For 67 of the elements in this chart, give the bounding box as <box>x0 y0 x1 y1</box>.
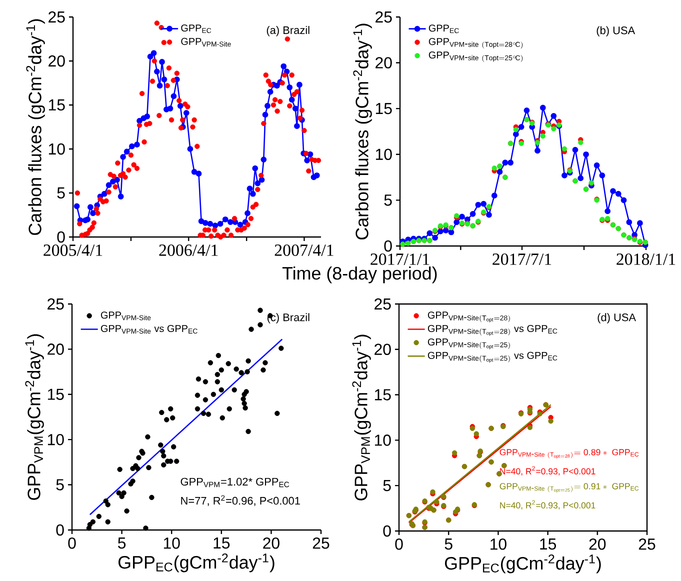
y-tick-label: 0 <box>57 231 65 243</box>
legend-label: $\mathrm{GPP}_{\mathrm{VPM\textrm{-}Site(T_{opt}=28)}}\ \mathrm{vs\ GPP}_{\mathrm{EC}}$ <box>428 325 558 336</box>
y-tick-label: 15 <box>48 99 65 111</box>
y-tick-label: 15 <box>374 389 391 400</box>
y-tick-label: 10 <box>374 434 391 446</box>
y-tick-label: 25 <box>374 298 391 310</box>
x-tick-label: 0 <box>68 538 76 549</box>
annotation: N=40, R$^{2}$=0.93, P<0.001 <box>500 500 596 510</box>
legend-label: $\mathrm{GPP}_{\mathrm{VPM\textrm{-}site\ (Topt=28^{\circ}\!C)}}$ <box>428 38 523 49</box>
y-tick-label: 25 <box>376 11 392 23</box>
legend-label: GPP$_{EC}$ <box>181 24 212 33</box>
x-tick-label: 25 <box>312 538 330 549</box>
x-tick-label: 20 <box>263 538 280 549</box>
x-tick-label: 25 <box>638 538 656 550</box>
legend-label: $\mathrm{GPP}_{\mathrm{VPM\textrm{-}site\ (Topt=25^{\circ}\!C)}}$ <box>428 51 523 62</box>
legend-label: GPP$_{VPM-Site}$ <box>100 312 151 320</box>
y-axis-title: Carbon fluxes (gCm$^{-2}$day$^{-1}$) <box>353 24 372 240</box>
text: (b) USA <box>596 26 636 36</box>
y-tick-label: 5 <box>57 187 65 199</box>
x-tick-label: 0 <box>395 538 403 550</box>
legend-label: GPP$_{VPM-Site}$ <box>181 38 231 47</box>
x-tick-label: 2007/4/1 <box>274 244 334 256</box>
x-tick-label: 10 <box>490 538 506 550</box>
y-tick-label: 20 <box>48 344 64 355</box>
y-tick-label: 10 <box>376 148 392 160</box>
x-tick-label: 15 <box>214 538 230 549</box>
y-tick-label: 5 <box>383 480 391 492</box>
y-axis-title: Carbon fluxes (gCm$^{-2}$day$^{-1}$) <box>26 19 45 235</box>
y-tick-label: 15 <box>48 388 64 400</box>
y-axis-title: GPP$_{VPM}$(gCm$^{-2}$day$^{-1}$) <box>352 334 371 500</box>
y-tick-label: 20 <box>48 55 65 67</box>
x-tick-label: 10 <box>164 538 180 549</box>
annotation: GPP$_{VPM}$=1.02* GPP$_{EC}$ <box>180 478 290 488</box>
x-tick-label: 2018/1/1 <box>616 254 676 265</box>
annotation: N=77, R$^{2}$=0.96, P<0.001 <box>181 495 300 506</box>
annotation: $\mathrm{GPP}_{\mathrm{VPM\textrm{-}Site\ (T_{opt=28})}}\mathrm{=0.89*\ GPP}_{\mathrm{EC}}$ <box>500 449 639 459</box>
x-tick-label: 2005/4/1 <box>44 244 102 256</box>
y-tick-label: 5 <box>56 479 64 490</box>
x-tick-label: 5 <box>118 538 126 549</box>
y-tick-label: 20 <box>374 344 391 356</box>
x-tick-label: 2006/4/1 <box>159 244 218 256</box>
x-axis-title: Time (8-day period) <box>282 266 437 284</box>
y-tick-label: 10 <box>48 143 65 155</box>
text: (a) Brazil <box>266 26 310 36</box>
x-tick-label: 15 <box>540 538 556 550</box>
x-tick-label: 2017/1/1 <box>370 254 430 265</box>
y-tick-label: 15 <box>376 103 392 114</box>
text: (d) USA <box>598 313 636 324</box>
annotation: $\mathrm{GPP}_{\mathrm{VPM\textrm{-}Site\ (T_{opt=25})}}\mathrm{=0.91*\ GPP}_{\mathrm{EC}}$ <box>500 483 639 493</box>
x-tick-label: 5 <box>444 538 452 550</box>
legend-label: $\mathrm{GPP}_{\mathrm{VPM\textrm{-}Site(T_{opt}=25)}}$ <box>428 338 510 350</box>
x-tick-label: 2017/7/1 <box>492 254 552 265</box>
y-axis-title: GPP$_{VPM}$(gCm$^{-2}$day$^{-1}$) <box>25 334 44 500</box>
x-tick-label: 20 <box>589 538 606 550</box>
y-tick-label: 10 <box>48 434 64 446</box>
y-tick-label: 5 <box>384 194 392 206</box>
y-tick-label: 25 <box>48 298 64 310</box>
x-axis-title: GPP$_{EC}$(gCm$^{-2}$day$^{-1}$) <box>118 554 274 572</box>
y-tick-label: 25 <box>48 11 65 23</box>
y-tick-label: 20 <box>376 57 392 68</box>
legend-label: GPP$_{VPM-Site}$ vs GPP$_{EC}$ <box>100 324 198 334</box>
legend-label: $\mathrm{GPP}_{\mathrm{VPM\textrm{-}Site(T_{opt}=25)}}\ \mathrm{vs\ GPP}_{\mathrm{EC}}$ <box>428 352 558 363</box>
y-tick-label: 0 <box>383 525 391 537</box>
legend-label: $\mathrm{GPP}_{\mathrm{VPM\textrm{-}Site(T_{opt}=28)}}$ <box>428 312 510 322</box>
legend-label: GPP$_{EC}$ <box>428 24 459 34</box>
y-tick-label: 0 <box>56 524 64 536</box>
x-axis-title: GPP$_{EC}$(gCm$^{-2}$day$^{-1}$) <box>444 554 601 574</box>
